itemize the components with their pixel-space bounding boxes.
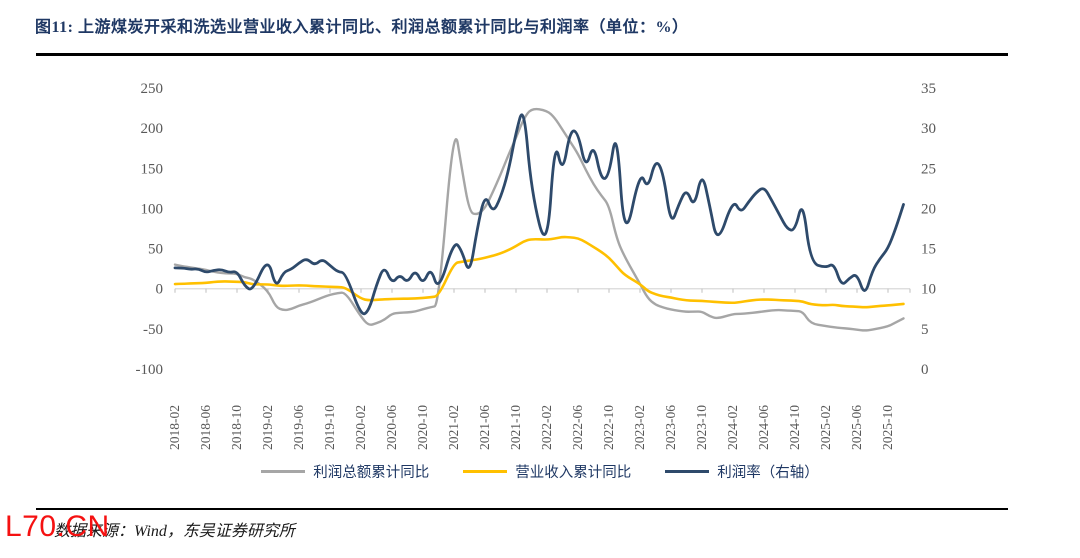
legend-item-profit-total: 利润总额累计同比 (261, 461, 429, 482)
svg-text:2023-02: 2023-02 (632, 405, 647, 450)
chart-legend: 利润总额累计同比 营业收入累计同比 利润率（右轴） (0, 461, 1080, 482)
navy-line-swatch (665, 470, 710, 473)
svg-text:2020-02: 2020-02 (353, 405, 368, 450)
svg-text:2021-02: 2021-02 (446, 405, 461, 450)
line-chart: 2018-02 2018-06 2018-10 2019-02 2019-06 2019-… (136, 81, 937, 450)
svg-text:50: 50 (148, 242, 163, 258)
svg-text:2023-10: 2023-10 (694, 405, 709, 450)
svg-text:100: 100 (141, 201, 164, 217)
svg-text:2021-10: 2021-10 (508, 405, 523, 450)
svg-text:2018-06: 2018-06 (198, 405, 213, 450)
watermark: L70.CN (5, 510, 110, 543)
svg-text:0: 0 (921, 362, 929, 378)
gold-line-swatch (463, 470, 508, 473)
svg-text:-100: -100 (136, 362, 164, 378)
figure-title: 图11: 上游煤炭开采和洗选业营业收入累计同比、利润总额累计同比与利润率（单位：… (35, 19, 689, 36)
svg-text:2019-10: 2019-10 (322, 405, 337, 450)
legend-label: 利润率（右轴） (717, 465, 819, 481)
svg-text:250: 250 (141, 81, 164, 97)
svg-text:150: 150 (141, 161, 164, 177)
svg-text:2018-02: 2018-02 (167, 405, 182, 450)
svg-text:2020-10: 2020-10 (415, 405, 430, 450)
svg-text:2022-02: 2022-02 (539, 405, 554, 450)
legend-item-revenue: 营业收入累计同比 (463, 461, 631, 482)
svg-text:2018-10: 2018-10 (229, 405, 244, 450)
legend-item-profit-margin: 利润率（右轴） (665, 461, 819, 482)
svg-text:10: 10 (921, 282, 936, 298)
svg-text:30: 30 (921, 121, 936, 137)
svg-text:0: 0 (156, 282, 164, 298)
svg-text:2019-06: 2019-06 (291, 405, 306, 450)
gray-line-swatch (261, 470, 306, 473)
footer-divider-rule (36, 508, 1008, 510)
svg-text:2025-10: 2025-10 (880, 405, 895, 450)
svg-text:2024-02: 2024-02 (725, 405, 740, 450)
svg-text:-50: -50 (143, 322, 163, 338)
svg-text:2021-06: 2021-06 (477, 405, 492, 450)
svg-text:2024-10: 2024-10 (787, 405, 802, 450)
svg-text:2024-06: 2024-06 (756, 405, 771, 450)
legend-label: 利润总额累计同比 (313, 465, 430, 481)
data-source-note: 数据来源：Wind，东吴证券研究所 (54, 523, 295, 540)
svg-text:2020-06: 2020-06 (384, 405, 399, 450)
svg-text:2019-02: 2019-02 (260, 405, 275, 450)
svg-text:2025-06: 2025-06 (849, 405, 864, 450)
title-divider-rule (36, 53, 1008, 56)
svg-text:200: 200 (141, 121, 164, 137)
svg-text:5: 5 (921, 322, 929, 338)
svg-text:20: 20 (921, 201, 936, 217)
svg-text:2022-10: 2022-10 (601, 405, 616, 450)
svg-text:2025-02: 2025-02 (818, 405, 833, 450)
svg-text:25: 25 (921, 161, 936, 177)
legend-label: 营业收入累计同比 (515, 465, 632, 481)
svg-text:2022-06: 2022-06 (570, 405, 585, 450)
svg-text:15: 15 (921, 242, 936, 258)
svg-text:2023-06: 2023-06 (663, 405, 678, 450)
svg-text:35: 35 (921, 81, 936, 97)
